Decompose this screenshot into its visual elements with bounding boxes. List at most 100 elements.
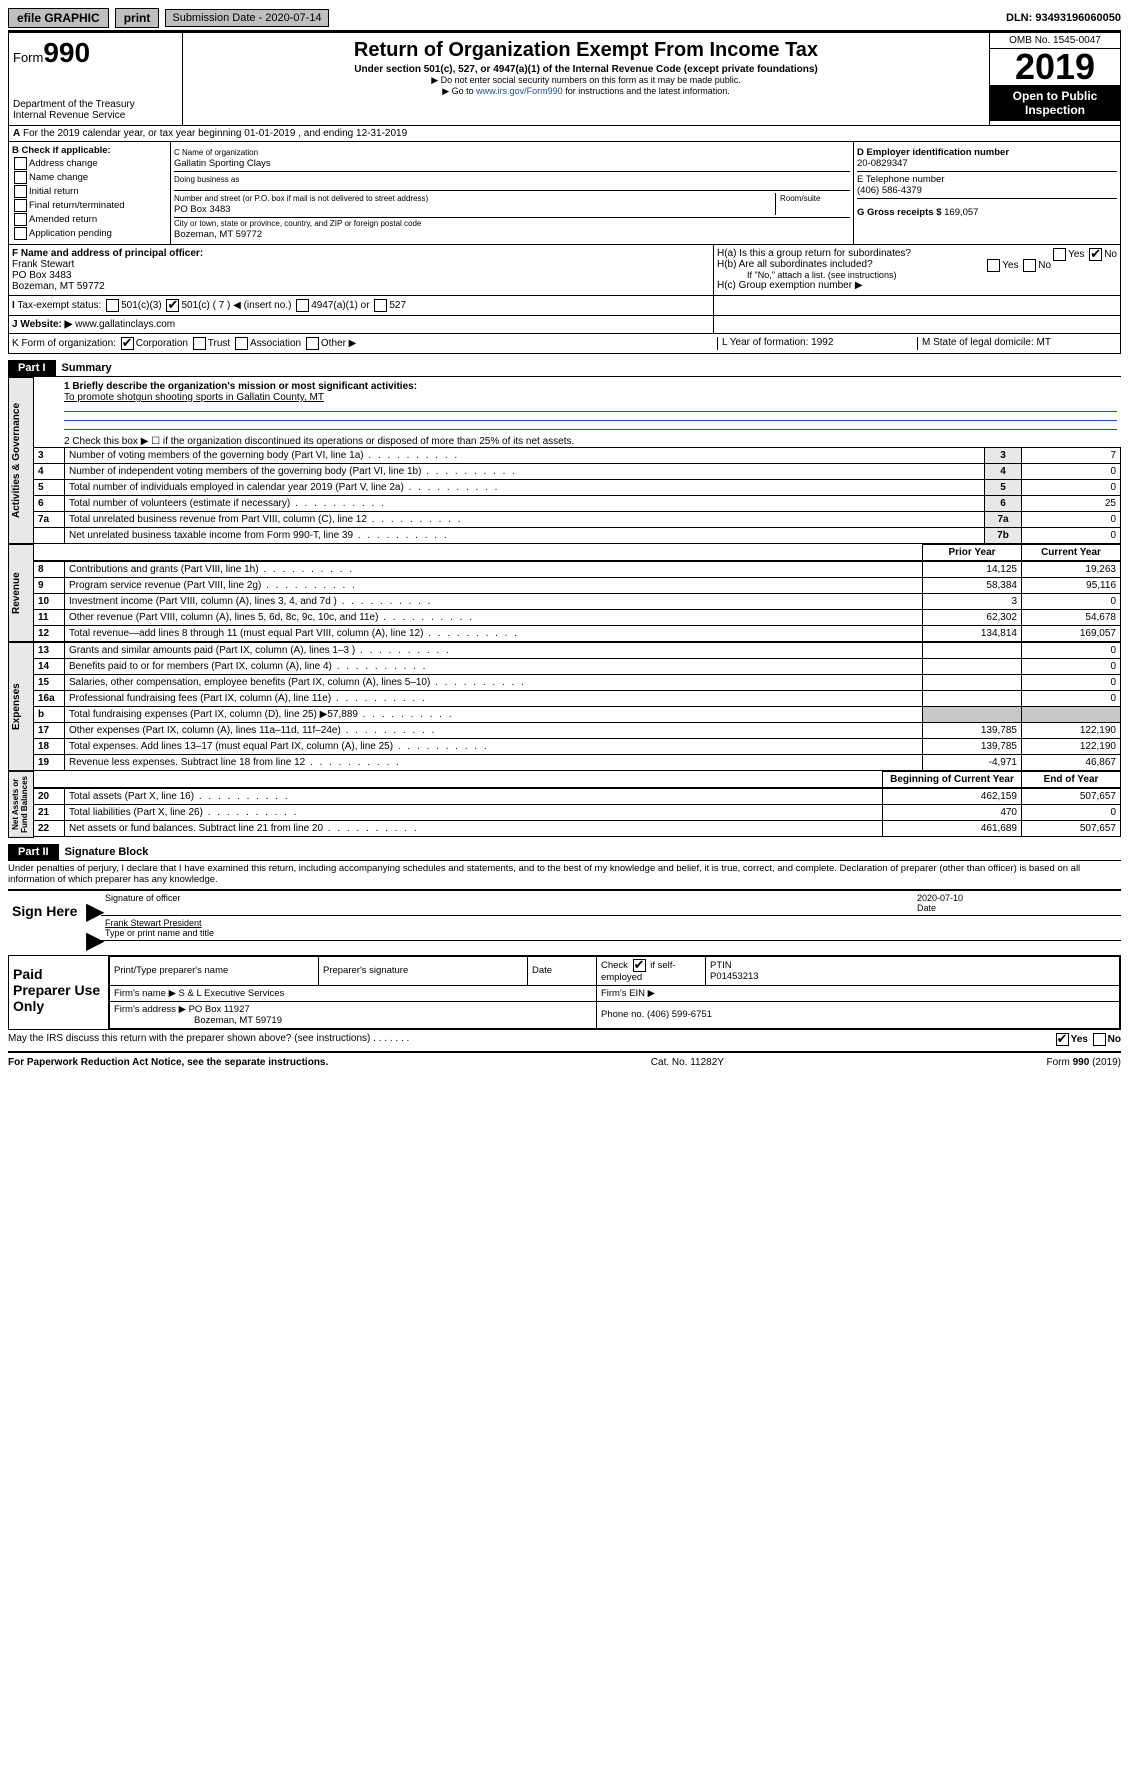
website-row: J Website: ▶ www.gallatinclays.com: [8, 316, 1121, 334]
year-formation: 1992: [811, 337, 833, 348]
ein-phone-column: D Employer identification number20-08293…: [854, 142, 1120, 244]
footer-mid: Cat. No. 11282Y: [651, 1057, 724, 1068]
vlabel-governance: Activities & Governance: [8, 377, 34, 544]
form-subtitle: Under section 501(c), 527, or 4947(a)(1)…: [187, 64, 985, 75]
efile-label: efile GRAPHIC: [8, 8, 109, 28]
submission-date: Submission Date - 2020-07-14: [165, 9, 328, 27]
dba-label: Doing business as: [174, 175, 239, 184]
self-employed-cell: Check if self-employed: [596, 956, 705, 985]
q1-label: 1 Briefly describe the organization's mi…: [64, 381, 417, 392]
hdr-curr: Current Year: [1022, 545, 1121, 561]
revenue-header-table: Prior YearCurrent Year: [34, 544, 1121, 561]
room-label: Room/suite: [780, 194, 820, 203]
hdr-end: End of Year: [1022, 772, 1121, 788]
part1-title: Summary: [56, 362, 112, 374]
vlabel-revenue: Revenue: [8, 544, 34, 642]
e-label: E Telephone number: [857, 174, 945, 185]
name-address-column: C Name of organizationGallatin Sporting …: [171, 142, 854, 244]
chk-application-pending[interactable]: Application pending: [12, 227, 167, 240]
org-address: PO Box 3483: [174, 204, 231, 215]
c-label: C Name of organization: [174, 148, 258, 157]
officer-name-title: Frank Stewart President: [105, 918, 202, 928]
chk-address-change[interactable]: Address change: [12, 157, 167, 170]
form-header: Form990 Department of the Treasury Inter…: [8, 32, 1121, 126]
gross-receipts: 169,057: [944, 207, 978, 218]
officer-addr: PO Box 3483: [12, 270, 71, 281]
chk-name-change[interactable]: Name change: [12, 171, 167, 184]
org-info-block: B Check if applicable: Address change Na…: [8, 142, 1121, 245]
print-button[interactable]: print: [115, 8, 160, 28]
instructions-link-line: ▶ Go to www.irs.gov/Form990 for instruct…: [187, 86, 985, 97]
g-label: G Gross receipts $: [857, 207, 941, 218]
form-number: Form990: [13, 37, 178, 69]
part1-tab: Part I: [8, 360, 56, 376]
preparer-date-hdr: Date: [527, 956, 596, 985]
firm-addr-row: Firm's address ▶ PO Box 11927Bozeman, MT…: [109, 1001, 596, 1028]
f-label: F Name and address of principal officer:: [12, 248, 203, 259]
instructions-link[interactable]: www.irs.gov/Form990: [476, 86, 563, 96]
check-b-column: B Check if applicable: Address change Na…: [9, 142, 171, 244]
ptin-cell: PTINP01453213: [705, 956, 1119, 985]
netassets-table: 20Total assets (Part X, line 16)462,1595…: [34, 788, 1121, 837]
perjury-declaration: Under penalties of perjury, I declare th…: [8, 861, 1121, 887]
discuss-row: May the IRS discuss this return with the…: [8, 1030, 1121, 1047]
h-note: If "No," attach a list. (see instruction…: [717, 270, 1117, 280]
firm-phone-row: Phone no. (406) 599-6751: [596, 1001, 1119, 1028]
mission-text: To promote shotgun shooting sports in Ga…: [64, 392, 324, 403]
revenue-table: 8Contributions and grants (Part VIII, li…: [34, 561, 1121, 642]
sign-here-block: Sign Here ▶▶ Signature of officer2020-07…: [8, 889, 1121, 955]
sign-date: 2020-07-10: [917, 893, 963, 903]
ein-value: 20-0829347: [857, 158, 908, 169]
city-label: City or town, state or province, country…: [174, 219, 421, 228]
chk-amended[interactable]: Amended return: [12, 213, 167, 226]
governance-table: 3Number of voting members of the governi…: [34, 447, 1121, 544]
open-to-public: Open to Public Inspection: [990, 85, 1120, 121]
check-b-title: B Check if applicable:: [12, 145, 111, 156]
firm-ein-label: Firm's EIN ▶: [596, 985, 1119, 1001]
part1-header: Part I Summary: [8, 360, 1121, 377]
sig-officer-label: Signature of officer: [105, 893, 917, 913]
vlabel-expenses: Expenses: [8, 642, 34, 771]
h-a: H(a) Is this a group return for subordin…: [717, 248, 1117, 259]
paid-preparer-block: Paid Preparer Use Only Print/Type prepar…: [8, 955, 1121, 1030]
telephone: (406) 586-4379: [857, 185, 922, 196]
top-bar: efile GRAPHIC print Submission Date - 20…: [8, 8, 1121, 32]
tax-year: 2019: [990, 49, 1120, 85]
dln: DLN: 93493196060050: [1006, 12, 1121, 24]
hdr-prior: Prior Year: [923, 545, 1022, 561]
officer-group-row: F Name and address of principal officer:…: [8, 245, 1121, 296]
org-name: Gallatin Sporting Clays: [174, 158, 271, 169]
footer-left: For Paperwork Reduction Act Notice, see …: [8, 1057, 328, 1068]
q2-text: 2 Check this box ▶ ☐ if the organization…: [64, 436, 1117, 447]
d-label: D Employer identification number: [857, 147, 1009, 158]
tax-exempt-row: I Tax-exempt status: 501(c)(3) 501(c) ( …: [8, 296, 1121, 316]
firm-name-row: Firm's name ▶ S & L Executive Services: [109, 985, 596, 1001]
type-name-label: Type or print name and title: [105, 928, 214, 938]
l-label: L Year of formation:: [722, 337, 808, 348]
preparer-name-hdr: Print/Type preparer's name: [109, 956, 318, 985]
officer-city: Bozeman, MT 59772: [12, 281, 105, 292]
chk-initial-return[interactable]: Initial return: [12, 185, 167, 198]
klm-row: K Form of organization: Corporation Trus…: [8, 334, 1121, 354]
ptin-value: P01453213: [710, 971, 759, 982]
sign-here-label: Sign Here: [8, 891, 86, 955]
hdr-beg: Beginning of Current Year: [883, 772, 1022, 788]
netassets-header-table: Beginning of Current YearEnd of Year: [34, 771, 1121, 788]
part2-tab: Part II: [8, 844, 59, 860]
part2-header: Part II Signature Block: [8, 844, 1121, 861]
website-url: www.gallatinclays.com: [75, 319, 175, 330]
row-a-tax-year: A For the 2019 calendar year, or tax yea…: [8, 126, 1121, 142]
h-c: H(c) Group exemption number ▶: [717, 280, 1117, 291]
paid-preparer-label: Paid Preparer Use Only: [9, 956, 109, 1029]
chk-final-return[interactable]: Final return/terminated: [12, 199, 167, 212]
expenses-table: 13Grants and similar amounts paid (Part …: [34, 642, 1121, 771]
addr-label: Number and street (or P.O. box if mail i…: [174, 194, 428, 203]
ssn-warning: ▶ Do not enter social security numbers o…: [187, 75, 985, 86]
preparer-sig-hdr: Preparer's signature: [318, 956, 527, 985]
vlabel-netassets: Net Assets orFund Balances: [8, 771, 34, 838]
department: Department of the Treasury Internal Reve…: [13, 99, 178, 121]
page-footer: For Paperwork Reduction Act Notice, see …: [8, 1057, 1121, 1068]
officer-name: Frank Stewart: [12, 259, 74, 270]
m-label: M State of legal domicile:: [922, 337, 1034, 348]
footer-right: Form 990 (2019): [1047, 1057, 1121, 1068]
